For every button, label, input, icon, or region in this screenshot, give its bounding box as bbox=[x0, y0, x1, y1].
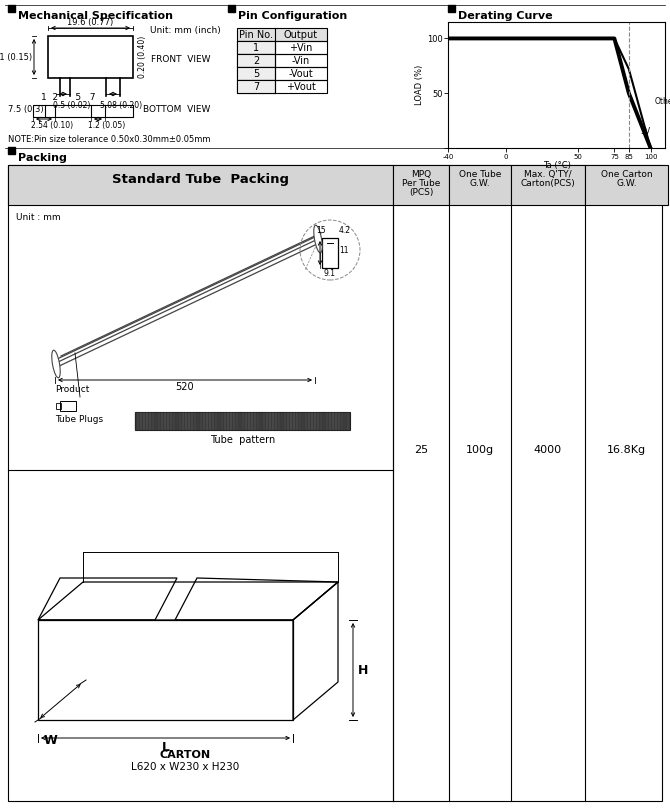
Text: W: W bbox=[43, 734, 57, 747]
Bar bbox=[237, 41, 327, 54]
Text: FRONT  VIEW: FRONT VIEW bbox=[151, 54, 210, 63]
Bar bbox=[393, 165, 449, 205]
Text: +Vout: +Vout bbox=[286, 82, 316, 92]
Text: Standard Tube  Packing: Standard Tube Packing bbox=[112, 173, 289, 186]
Text: Mechanical Specification: Mechanical Specification bbox=[18, 11, 173, 21]
Text: Tube Plugs: Tube Plugs bbox=[55, 415, 103, 424]
Bar bbox=[8, 147, 15, 154]
Text: BOTTOM  VIEW: BOTTOM VIEW bbox=[143, 104, 210, 113]
Bar bbox=[237, 28, 327, 41]
Bar bbox=[237, 67, 327, 80]
Text: 2: 2 bbox=[253, 56, 259, 66]
Bar bbox=[322, 238, 338, 268]
Text: Product: Product bbox=[55, 385, 89, 394]
Text: 0.5 (0.02): 0.5 (0.02) bbox=[53, 101, 90, 110]
Text: 100g: 100g bbox=[466, 445, 494, 455]
Text: 15: 15 bbox=[316, 226, 326, 235]
Text: Pin No.: Pin No. bbox=[239, 30, 273, 40]
Text: 5V: 5V bbox=[641, 127, 651, 136]
Text: 4.2: 4.2 bbox=[339, 226, 351, 235]
Text: 7: 7 bbox=[253, 82, 259, 92]
Text: 3.81 (0.15): 3.81 (0.15) bbox=[0, 53, 32, 61]
Text: NOTE:Pin size tolerance 0.50x0.30mm±0.05mm: NOTE:Pin size tolerance 0.50x0.30mm±0.05… bbox=[8, 135, 210, 144]
Text: One Carton: One Carton bbox=[601, 170, 653, 179]
Bar bbox=[56, 403, 61, 409]
Bar bbox=[8, 5, 15, 12]
Text: Unit: mm (inch): Unit: mm (inch) bbox=[150, 26, 220, 35]
Bar bbox=[8, 165, 662, 801]
Bar bbox=[511, 165, 585, 205]
Text: -Vin: -Vin bbox=[292, 56, 310, 66]
Text: 1: 1 bbox=[253, 43, 259, 53]
Text: 0.20 (0.40): 0.20 (0.40) bbox=[138, 36, 147, 78]
Bar bbox=[449, 165, 511, 205]
Ellipse shape bbox=[314, 225, 322, 252]
Text: 25: 25 bbox=[414, 445, 428, 455]
Bar bbox=[33, 105, 133, 117]
Text: 7.5 (0.3): 7.5 (0.3) bbox=[8, 105, 44, 114]
Bar bbox=[8, 165, 393, 205]
Bar bbox=[237, 41, 275, 54]
Text: 5: 5 bbox=[253, 69, 259, 79]
Text: 19.6 (0.77): 19.6 (0.77) bbox=[68, 18, 114, 27]
Text: -Vout: -Vout bbox=[289, 69, 314, 79]
Text: L: L bbox=[161, 741, 170, 754]
Bar bbox=[135, 412, 350, 430]
Text: Tube  pattern: Tube pattern bbox=[210, 435, 275, 445]
Text: H: H bbox=[358, 663, 369, 676]
Text: One Tube: One Tube bbox=[459, 170, 501, 179]
Text: 1  2      5   7: 1 2 5 7 bbox=[41, 93, 96, 102]
X-axis label: Ta (°C): Ta (°C) bbox=[543, 161, 570, 170]
Ellipse shape bbox=[52, 350, 60, 378]
Text: Output: Output bbox=[284, 30, 318, 40]
Text: (PCS): (PCS) bbox=[409, 188, 433, 197]
Text: Max. Q'TY/: Max. Q'TY/ bbox=[524, 170, 572, 179]
Text: MPQ: MPQ bbox=[411, 170, 431, 179]
Bar bbox=[60, 401, 76, 411]
Bar bbox=[237, 54, 275, 67]
Text: +Vin: +Vin bbox=[289, 43, 313, 53]
Text: 520: 520 bbox=[176, 382, 194, 392]
Bar bbox=[237, 80, 275, 93]
Text: Per Tube: Per Tube bbox=[402, 179, 440, 188]
Bar bbox=[38, 620, 293, 720]
Bar bbox=[237, 67, 275, 80]
Text: Unit : mm: Unit : mm bbox=[16, 213, 60, 222]
Text: 2.54 (0.10): 2.54 (0.10) bbox=[31, 121, 73, 130]
Text: 11: 11 bbox=[339, 245, 348, 255]
Text: Others: Others bbox=[655, 97, 670, 107]
Bar bbox=[48, 36, 133, 78]
Bar bbox=[585, 165, 668, 205]
Text: Pin Configuration: Pin Configuration bbox=[238, 11, 347, 21]
Bar bbox=[228, 5, 235, 12]
Text: G.W.: G.W. bbox=[616, 179, 636, 188]
Text: 5.08 (0.20): 5.08 (0.20) bbox=[100, 101, 142, 110]
Text: Packing: Packing bbox=[18, 153, 67, 163]
Y-axis label: LOAD (%): LOAD (%) bbox=[415, 65, 424, 105]
Text: 9.1: 9.1 bbox=[324, 269, 336, 278]
Text: 4000: 4000 bbox=[534, 445, 562, 455]
Text: Carton(PCS): Carton(PCS) bbox=[521, 179, 576, 188]
Text: 16.8Kg: 16.8Kg bbox=[607, 445, 646, 455]
Text: G.W.: G.W. bbox=[470, 179, 490, 188]
Text: 1.2 (0.05): 1.2 (0.05) bbox=[88, 121, 125, 130]
Bar bbox=[448, 5, 455, 12]
Text: L620 x W230 x H230: L620 x W230 x H230 bbox=[131, 762, 240, 772]
Bar bbox=[237, 54, 327, 67]
Text: Derating Curve: Derating Curve bbox=[458, 11, 553, 21]
Text: CARTON: CARTON bbox=[160, 750, 211, 760]
Bar bbox=[237, 80, 327, 93]
